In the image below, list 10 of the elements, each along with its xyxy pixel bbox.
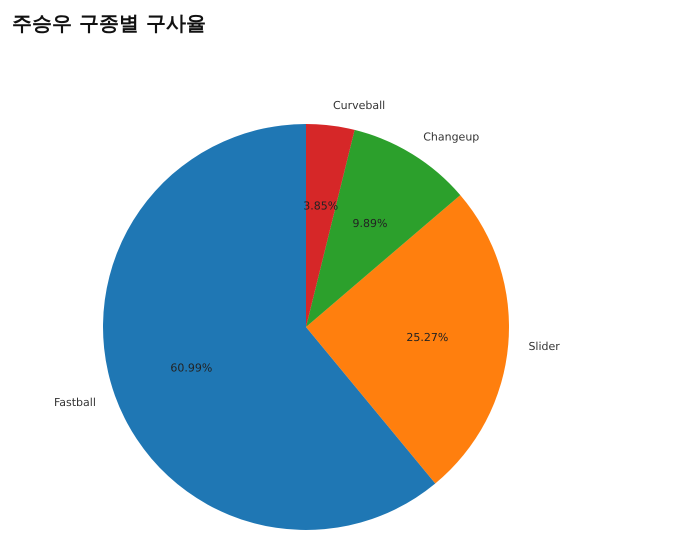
- slice-label: Curveball: [332, 98, 386, 112]
- pie-slice: [306, 124, 355, 327]
- pie-slice: [306, 195, 509, 484]
- data-label: 25.27%: [406, 331, 448, 344]
- slice-label: Slider: [528, 340, 560, 353]
- slice-label: Changeup: [423, 130, 480, 144]
- slice-label: Fastball: [54, 396, 96, 410]
- data-label: 9.89%: [352, 216, 388, 230]
- chart-title: 주승우 구종별 구사율: [12, 10, 206, 37]
- data-label: 60.99%: [170, 362, 212, 375]
